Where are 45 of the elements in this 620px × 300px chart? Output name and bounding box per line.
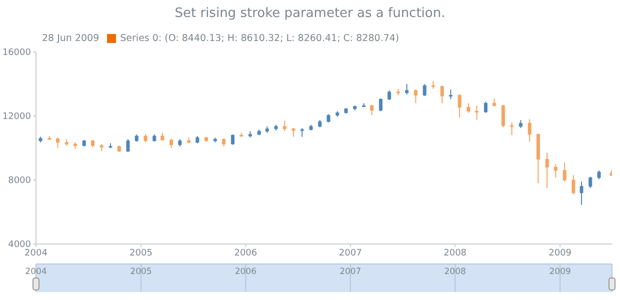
candlestick [572,174,576,195]
candlestick [554,164,558,178]
candlestick [501,104,505,128]
y-tick-label: 12000 [2,112,32,122]
candlestick [388,90,392,100]
y-tick-label: 16000 [2,48,32,58]
candlestick [510,122,514,136]
candlestick [466,102,470,114]
x-tick-label: 2006 [234,267,257,277]
candlestick [422,84,426,96]
x-tick-label: 2004 [25,267,47,277]
candlestick [484,101,488,114]
y-tick-label: 4000 [8,240,32,250]
text: Series 0: (O: 8440.13; H: 8610.32; L: 8260.41; C: 8280.74) [120,33,400,44]
candlestick [562,162,566,182]
candlestick [378,98,382,112]
x2-tick-label: 2004 [24,248,48,258]
x-tick-label: 2007 [340,267,362,277]
candlestick [370,104,374,116]
candlestick [545,152,549,188]
x2-tick-label: 2007 [338,248,362,258]
x2-tick-label: 2009 [548,248,572,258]
candlestick [458,94,462,118]
candlestick [170,138,174,148]
x-tick-label: 2008 [444,267,466,277]
candlestick [580,181,584,206]
candlestick [440,85,444,104]
candlestick [475,105,479,120]
y-tick-label: 8000 [8,176,32,186]
candlestick [414,89,418,104]
candlestick [528,118,532,142]
candlestick [448,89,452,100]
text: 28 Jun 2009 [42,33,100,44]
candlestick [282,120,286,132]
candlestick [588,176,592,188]
candlestick [405,84,409,95]
candlestick [126,138,130,152]
chart-title: Set rising stroke parameter as a function. [174,6,446,21]
x2-tick-label: 2005 [130,248,152,258]
x-tick-label: 2009 [549,267,571,277]
candlestick [230,134,234,146]
x2-tick-label: 2006 [234,248,258,258]
x-tick-label: 2005 [130,267,152,277]
candlestick [56,137,60,148]
x2-tick-label: 2008 [444,248,467,258]
